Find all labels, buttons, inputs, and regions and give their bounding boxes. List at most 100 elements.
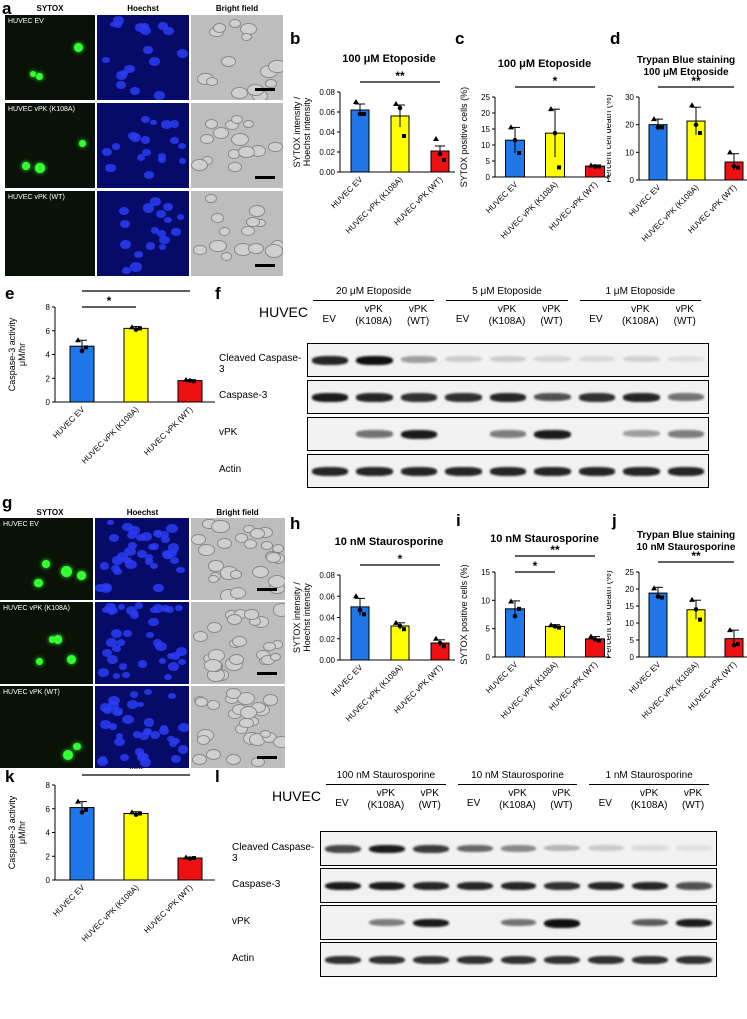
cell-outline xyxy=(259,729,272,739)
blot-band xyxy=(456,881,493,891)
y-axis-label: μM/hr xyxy=(17,821,27,844)
cell-outline xyxy=(266,551,282,563)
y-tick-label: 15 xyxy=(625,602,634,611)
chart-i: 10 nM Staurosporine 0 5 10 15 SYTOX positive … xyxy=(459,533,610,720)
nucleus-spot xyxy=(139,731,150,740)
sytox-spot xyxy=(34,578,43,588)
blot-band xyxy=(456,844,493,853)
nucleus-spot xyxy=(170,137,180,145)
y-tick-label: 25 xyxy=(625,568,634,577)
nucleus-spot xyxy=(155,641,168,651)
nucleus-spot xyxy=(160,535,171,544)
data-point xyxy=(655,594,661,599)
blot-strip xyxy=(320,942,717,977)
nucleus-spot xyxy=(145,631,154,638)
cell-outline xyxy=(210,212,225,223)
panel-label-h: h xyxy=(290,514,301,533)
cell-outline xyxy=(265,244,283,258)
chart-k: 10 nM Staurosporine02468Caspase-3 activi… xyxy=(7,768,215,943)
y-axis-label: Hoechst intensity xyxy=(302,583,312,652)
nucleus-spot xyxy=(119,207,130,215)
blot-band xyxy=(500,918,537,927)
nucleus-spot xyxy=(108,695,121,706)
blot-band xyxy=(312,356,349,365)
cell-outline xyxy=(240,32,253,42)
chart-c: 100 μM Etoposide 0 5 10 15 20 25 SYTOX positive… xyxy=(459,58,610,240)
data-point xyxy=(517,151,521,155)
bar xyxy=(350,109,370,173)
cell-outline xyxy=(220,55,236,67)
y-tick-label: 20 xyxy=(625,121,634,130)
cell-outline xyxy=(249,528,265,540)
nucleus-spot xyxy=(148,56,161,67)
micrograph-hoechst-row-2 xyxy=(95,602,189,684)
micrograph-row-label: HUVEC EV xyxy=(3,521,39,528)
blot-lane-label: vPK (K108A) xyxy=(488,304,526,327)
cell-outline xyxy=(204,119,219,130)
data-point xyxy=(689,102,695,108)
nucleus-spot xyxy=(141,116,151,124)
blot-group-header: 10 nM Staurosporine xyxy=(471,770,564,781)
nucleus-spot xyxy=(127,131,139,141)
micrograph-bright-row-1 xyxy=(191,518,285,600)
significance-marker: * xyxy=(553,74,558,88)
blot-row-label: Cleaved Caspase-3 xyxy=(232,841,315,864)
data-point xyxy=(660,125,664,130)
panel-label-c: c xyxy=(455,29,465,48)
blot-band xyxy=(489,393,527,402)
nucleus-spot xyxy=(167,543,180,553)
blot-lane-label: vPK (WT) xyxy=(550,788,573,811)
nucleus-spot xyxy=(115,733,124,740)
nucleus-spot xyxy=(99,562,109,570)
nucleus-spot xyxy=(124,64,135,74)
nucleus-spot xyxy=(130,262,142,272)
cell-outline xyxy=(229,587,246,600)
nucleus-spot xyxy=(171,228,181,236)
data-point xyxy=(192,856,196,861)
cell-outline xyxy=(246,216,260,227)
nucleus-spot xyxy=(139,753,150,762)
nucleus-spot xyxy=(113,709,122,717)
nucleus-spot xyxy=(144,718,155,727)
cell-outline xyxy=(231,636,247,648)
blot-band xyxy=(456,955,493,965)
micrograph-row-label: HUVEC vPK (WT) xyxy=(3,689,60,696)
blot-band xyxy=(445,356,482,363)
nucleus-spot xyxy=(128,542,137,550)
chart-e: 100 μM Etoposide02468Caspase-3 activityμ… xyxy=(7,285,215,465)
nucleus-spot xyxy=(102,648,113,658)
data-point xyxy=(655,125,661,130)
blot-row-label: Caspase-3 xyxy=(232,878,281,890)
blot-band xyxy=(534,393,571,402)
nucleus-spot xyxy=(122,522,134,531)
nucleus-spot xyxy=(118,663,127,670)
data-point xyxy=(689,596,695,602)
cell-outline xyxy=(225,687,241,699)
y-tick-label: 0 xyxy=(486,173,491,182)
data-point xyxy=(727,627,733,633)
y-axis-label: SYTOX intensity / xyxy=(292,96,302,167)
nucleus-spot xyxy=(109,606,119,614)
data-point xyxy=(508,124,514,130)
blot-lane-label: EV xyxy=(466,798,481,809)
y-tick-label: 8 xyxy=(46,781,51,790)
cell-outline xyxy=(263,641,276,651)
nucleus-spot xyxy=(144,558,154,565)
micrograph-sytox-row-1: HUVEC EV xyxy=(5,15,95,100)
nucleus-spot xyxy=(116,552,129,562)
nucleus-spot xyxy=(106,654,118,664)
nucleus-spot xyxy=(125,559,137,570)
blot-band xyxy=(588,955,625,965)
nucleus-spot xyxy=(127,531,138,540)
cell-outline xyxy=(227,614,243,626)
cell-outline xyxy=(240,706,258,719)
blot-strip xyxy=(320,868,717,903)
cell-outline xyxy=(208,560,224,572)
data-point xyxy=(129,324,135,330)
nucleus-spot xyxy=(133,250,143,259)
micrograph-sytox-row-3: HUVEC vPK (WT) xyxy=(0,686,93,768)
nucleus-spot xyxy=(155,209,166,218)
cell-outline xyxy=(237,146,255,159)
chart-h: 10 nM Staurosporine 0.00 0.02 0.04 0.06 0.08 S… xyxy=(292,536,455,723)
blot-lane-label: EV xyxy=(589,314,603,325)
